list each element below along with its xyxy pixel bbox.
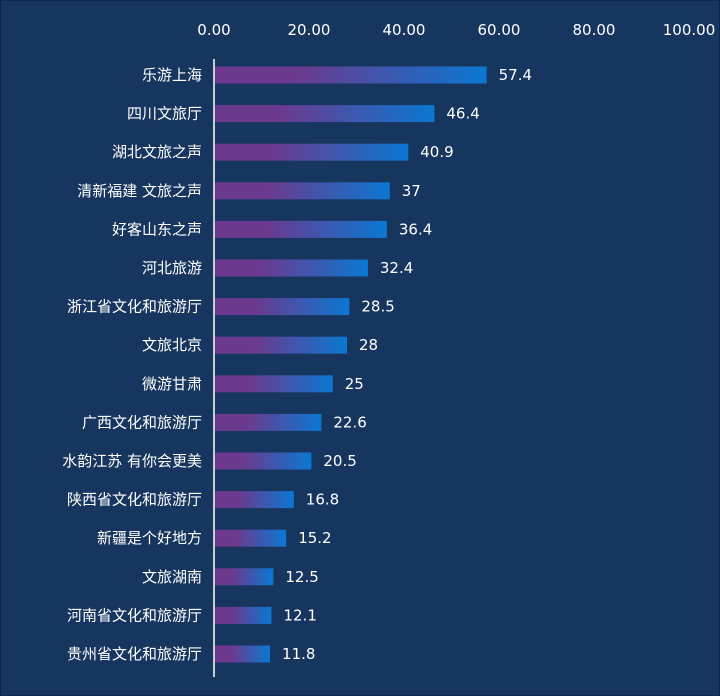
bar-row: 乐游上海 57.4 [142,66,532,84]
bar-row: 清新福建 文旅之声 37 [77,182,421,200]
x-tick-label: 60.00 [478,21,521,39]
value-label: 16.8 [306,491,339,509]
bar [215,452,312,470]
bar [215,259,368,277]
value-label: 46.4 [446,105,479,123]
bar-row: 贵州省文化和旅游厅 11.8 [67,645,315,663]
bar-row: 四川文旅厅 46.4 [127,105,480,123]
value-label: 36.4 [399,220,432,238]
category-label: 贵州省文化和旅游厅 [67,645,202,663]
value-label: 22.6 [333,413,366,431]
category-label: 乐游上海 [142,66,202,84]
category-label: 新疆是个好地方 [97,529,202,547]
bar-row: 好客山东之声 36.4 [112,220,432,238]
bar-row: 新疆是个好地方 15.2 [97,529,332,547]
bar-row: 浙江省文化和旅游厅 28.5 [67,298,395,316]
bar [215,336,347,354]
value-label: 28 [359,336,378,354]
bar [215,568,274,586]
value-label: 28.5 [361,298,394,316]
category-label: 湖北文旅之声 [112,143,202,161]
category-label: 河南省文化和旅游厅 [67,606,202,624]
bar-row: 广西文化和旅游厅 22.6 [82,413,367,431]
x-tick-label: 0.00 [197,21,230,39]
bar [215,375,333,393]
category-label: 河北旅游 [142,259,202,277]
x-tick-label: 40.00 [383,21,426,39]
bar [215,491,294,509]
x-axis-ticks: 0.00 20.00 40.00 60.00 80.00 100.00 [197,21,715,39]
bar-row: 湖北文旅之声 40.9 [112,143,454,161]
value-label: 37 [402,182,421,200]
bar-row: 陕西省文化和旅游厅 16.8 [67,491,339,509]
bar [215,66,487,84]
category-label: 广西文化和旅游厅 [82,413,202,431]
value-label: 15.2 [298,529,331,547]
bar [215,413,322,431]
value-label: 57.4 [499,66,532,84]
bar-row: 河南省文化和旅游厅 12.1 [67,606,317,624]
category-label: 水韵江苏 有你会更美 [62,452,202,470]
category-label: 微游甘肃 [142,375,202,393]
bar-row: 水韵江苏 有你会更美 20.5 [62,452,357,470]
category-label: 浙江省文化和旅游厅 [67,298,202,316]
bar-row: 微游甘肃 25 [142,375,364,393]
bar [215,529,287,547]
category-label: 清新福建 文旅之声 [77,182,202,200]
bar [215,298,350,316]
value-label: 11.8 [282,645,315,663]
category-label: 陕西省文化和旅游厅 [67,491,202,509]
value-label: 40.9 [420,143,453,161]
x-tick-label: 100.00 [663,21,716,39]
value-label: 12.1 [283,606,316,624]
value-label: 20.5 [323,452,356,470]
bar [215,105,435,123]
bars: 乐游上海 57.4 四川文旅厅 46.4 湖北文旅之声 40.9 清新福建 文旅之声 37 好客… [62,66,532,663]
x-tick-label: 20.00 [288,21,331,39]
bar-row: 文旅北京 28 [142,336,378,354]
bar [215,645,271,663]
bar [215,182,390,200]
bar [215,143,409,161]
category-label: 文旅北京 [142,336,202,354]
bar [215,220,387,238]
x-tick-label: 80.00 [573,21,616,39]
value-label: 25 [345,375,364,393]
bar-row: 文旅湖南 12.5 [142,568,319,586]
value-label: 12.5 [285,568,318,586]
bar-row: 河北旅游 32.4 [142,259,413,277]
category-label: 好客山东之声 [112,220,202,238]
category-label: 四川文旅厅 [127,105,202,123]
bar [215,606,272,624]
value-label: 32.4 [380,259,413,277]
category-label: 文旅湖南 [142,568,202,586]
